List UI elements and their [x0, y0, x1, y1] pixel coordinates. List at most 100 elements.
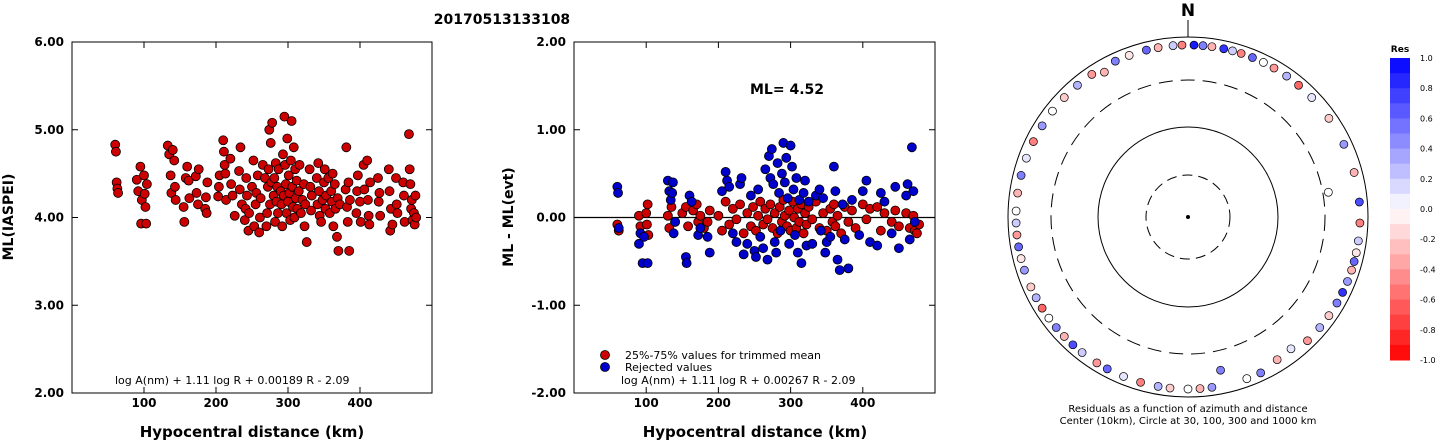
data-point [784, 238, 795, 249]
station-point [1349, 257, 1359, 266]
data-point [762, 214, 773, 225]
station-point [1286, 344, 1296, 354]
station-point [1059, 93, 1069, 102]
colorbar-cell [1390, 163, 1410, 180]
station-point [1037, 303, 1047, 313]
data-point [872, 202, 883, 212]
data-point [695, 223, 706, 233]
data-point [755, 196, 766, 207]
residual-vs-distance-plot: 100 200 300 400 -2.00 -1.00 0.00 1.00 2.00 ML= 4… [501, 35, 936, 441]
data-point [270, 216, 280, 227]
station-point [1100, 67, 1109, 77]
data-point [774, 188, 784, 198]
data-point [313, 158, 324, 168]
formula-text: log A(nm) + 1.11 log R + 0.00189 R - 2.0… [115, 374, 349, 387]
data-point [683, 221, 693, 232]
x-tick-label: 300 [275, 396, 300, 410]
colorbar-cell [1390, 314, 1410, 331]
data-point [731, 214, 742, 225]
data-point [282, 133, 293, 144]
data-point [832, 254, 843, 265]
data-point [879, 196, 890, 207]
data-point [879, 208, 890, 219]
colorbar-cell [1390, 118, 1410, 134]
data-point [794, 195, 805, 205]
station-point [1073, 80, 1082, 90]
data-point [135, 161, 146, 172]
data-point [890, 205, 901, 216]
data-point [670, 216, 680, 227]
data-point [234, 166, 244, 176]
colorbar-cell [1390, 254, 1410, 270]
data-point [894, 243, 904, 254]
station-point [1355, 218, 1365, 228]
data-point [265, 138, 276, 148]
colorbar-labels: 1.0 0.8 0.6 0.4 0.2 0.0 -0.2 -0.4 -0.6 -0.8 -1.0 [1420, 54, 1436, 365]
data-point [727, 228, 738, 239]
station-point [1228, 46, 1237, 56]
station-point [1349, 168, 1359, 177]
data-point [167, 145, 178, 155]
colorbar-cell [1390, 178, 1410, 195]
station-point [1324, 311, 1334, 321]
data-point [296, 208, 306, 219]
station-point [1012, 230, 1022, 240]
data-point [837, 199, 848, 210]
data-point [854, 230, 865, 240]
data-point [642, 219, 652, 230]
page-title: 20170513133108 [434, 12, 570, 28]
station-point [1059, 332, 1069, 341]
data-point [201, 192, 211, 203]
station-point [1092, 358, 1102, 368]
colorbar-cells [1390, 58, 1410, 361]
colorbar-tick-label: -1.0 [1420, 356, 1436, 365]
station-point [1119, 372, 1128, 381]
y-tick-label: -2.00 [531, 386, 566, 400]
colorbar-tick-label: 0.0 [1420, 205, 1433, 214]
station-point [1048, 106, 1057, 116]
station-point [1087, 70, 1097, 79]
data-point [642, 199, 653, 210]
data-point [790, 230, 800, 240]
data-point [244, 208, 255, 219]
data-point [375, 210, 386, 221]
data-point [662, 210, 673, 221]
data-point [777, 168, 787, 179]
data-point [392, 208, 403, 219]
data-point [193, 164, 204, 175]
colorbar-tick-label: 0.4 [1420, 145, 1433, 154]
data-point [847, 195, 857, 205]
station-point [1294, 80, 1303, 90]
x-tick-label: 100 [131, 396, 156, 410]
data-point [820, 247, 831, 258]
data-point [111, 146, 121, 157]
station-point [1168, 41, 1178, 51]
data-point [365, 177, 375, 188]
data-point [668, 228, 679, 239]
data-point [404, 129, 414, 140]
data-point [769, 237, 780, 247]
data-point [239, 215, 250, 226]
data-point [293, 186, 304, 197]
data-point [319, 164, 330, 175]
data-point [170, 181, 180, 192]
data-point [843, 216, 854, 227]
data-point [818, 193, 828, 204]
data-point [391, 199, 402, 210]
data-point [170, 195, 181, 205]
data-point [213, 191, 224, 202]
station-point [1136, 377, 1145, 387]
data-point [140, 202, 151, 212]
station-point [1259, 58, 1268, 67]
data-point [765, 199, 776, 210]
data-point [736, 173, 747, 183]
colorbar-cell [1390, 344, 1410, 361]
data-point [886, 216, 897, 227]
data-point [785, 140, 796, 151]
data-point [373, 196, 384, 207]
data-point [255, 193, 266, 204]
data-point [299, 221, 310, 232]
colorbar-cell [1390, 269, 1410, 285]
data-point [314, 186, 324, 197]
data-point [861, 214, 872, 225]
